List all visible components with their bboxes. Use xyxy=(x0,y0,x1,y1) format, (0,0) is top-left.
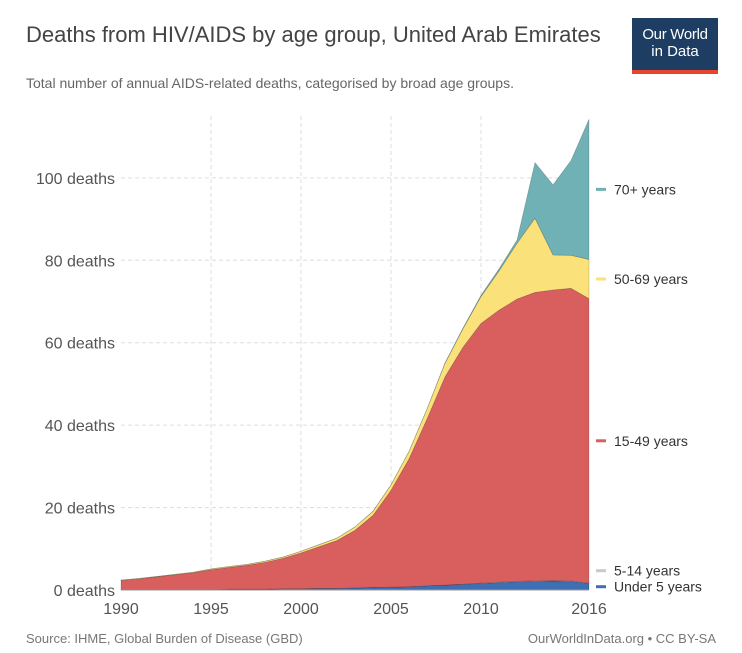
legend-item-under-5-years: Under 5 years xyxy=(596,579,702,595)
y-tick-label: 100 deaths xyxy=(36,171,115,188)
logo-bar xyxy=(632,70,718,74)
legend-label: Under 5 years xyxy=(614,579,702,595)
area-5-14-years xyxy=(121,580,590,590)
logo-line-2: in Data xyxy=(651,43,699,60)
area-70-years xyxy=(120,119,590,581)
x-tick-label: 2000 xyxy=(283,601,319,618)
x-tick-label: 1990 xyxy=(103,601,139,618)
y-tick-label: 0 deaths xyxy=(54,583,115,600)
logo-line-1: Our World xyxy=(642,26,708,43)
legend-item-50-69-years: 50-69 years xyxy=(596,271,688,287)
x-tick-label: 2010 xyxy=(463,601,499,618)
legend-label: 5-14 years xyxy=(614,563,680,579)
x-tick-label: 2016 xyxy=(571,601,607,618)
legend-item-70-years: 70+ years xyxy=(596,181,676,197)
y-tick-label: 60 deaths xyxy=(45,336,115,353)
license-credit[interactable]: OurWorldInData.org • CC BY-SA xyxy=(527,631,716,646)
y-tick-label: 80 deaths xyxy=(45,253,115,270)
axes: 0 deaths 20 deaths 40 deaths 60 deaths 80 de… xyxy=(36,171,607,618)
x-tick-label: 1995 xyxy=(193,601,229,618)
area-15-49-years xyxy=(120,287,590,590)
chart-subtitle: Total number of annual AIDS-related deat… xyxy=(26,75,514,91)
owid-logo[interactable]: Our World in Data xyxy=(632,18,718,74)
legend-item-15-49-years: 15-49 years xyxy=(596,433,688,449)
y-tick-label: 20 deaths xyxy=(45,501,115,518)
legend-label: 50-69 years xyxy=(614,271,688,287)
legend-label: 15-49 years xyxy=(614,433,688,449)
legend-item-5-14-years: 5-14 years xyxy=(596,563,680,579)
stacked-areas xyxy=(120,119,590,591)
x-tick-label: 2005 xyxy=(373,601,409,618)
y-tick-label: 40 deaths xyxy=(45,418,115,435)
source-note[interactable]: Source: IHME, Global Burden of Disease (… xyxy=(26,631,303,646)
legend-label: 70+ years xyxy=(614,181,676,197)
chart-title: Deaths from HIV/AIDS by age group, Unite… xyxy=(26,22,601,47)
area-50-69-years xyxy=(120,217,590,581)
